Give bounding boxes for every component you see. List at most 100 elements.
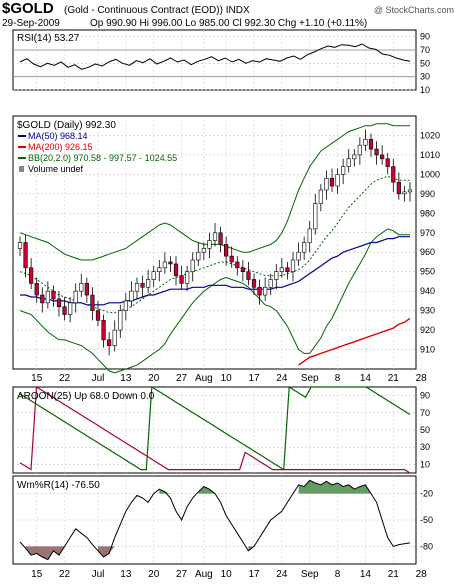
x-tick-label-24: 24 (276, 373, 288, 384)
x-tick-label-13: 13 (120, 569, 132, 580)
candle-down (51, 290, 56, 300)
x-tick-label-10: 10 (221, 569, 233, 580)
x-tick-label-17: 17 (248, 569, 260, 580)
candle-up (352, 154, 357, 160)
legend-volume: Volume undef (28, 164, 84, 174)
candle-down (374, 148, 379, 156)
price-tick-1000: 1000 (420, 169, 440, 179)
x-tick-label-8: 8 (335, 373, 341, 384)
rsi-tick-90: 90 (420, 32, 430, 42)
x-tick-label-13: 13 (120, 373, 132, 384)
williams-tick--50: -50 (420, 515, 433, 525)
candle-up (346, 158, 351, 167)
candle-up (118, 310, 123, 331)
candle-up (146, 279, 151, 288)
candle-down (140, 283, 145, 288)
candle-up (357, 144, 362, 156)
candle-up (363, 139, 368, 146)
aroon-tick-30: 30 (420, 442, 430, 452)
candle-down (251, 279, 257, 288)
williams-tick--20: -20 (420, 489, 433, 499)
price-tick-950: 950 (420, 267, 435, 277)
price-tick-940: 940 (420, 286, 435, 296)
rsi-layer: 90 70 50 30 10 (13, 30, 430, 95)
candle-up (335, 174, 340, 187)
legend-bb: BB(20,2.0) 970.58 - 997.57 - 1024.55 (28, 153, 177, 163)
candle-down (396, 181, 401, 195)
candle-down (285, 267, 290, 272)
price-tick-990: 990 (420, 189, 435, 199)
candle-down (179, 275, 184, 284)
candle-up (134, 283, 140, 292)
candle-up (79, 283, 84, 292)
candle-up (207, 240, 212, 249)
candle-up (318, 189, 323, 204)
rsi-tick-30: 30 (420, 72, 430, 82)
candle-up (324, 177, 329, 191)
x-tick-label-Aug: Aug (195, 569, 213, 580)
candle-down (229, 255, 234, 263)
candle-up (296, 251, 301, 261)
williams-tick--80: -80 (420, 541, 433, 551)
candle-up (190, 259, 195, 272)
candle-up (162, 261, 167, 269)
candle-down (23, 242, 28, 269)
candle-down (257, 286, 262, 296)
legend-ma200: MA(200) 926.15 (28, 142, 93, 152)
candle-down (95, 310, 101, 321)
aroon-tick-90: 90 (420, 391, 430, 401)
aroon-label: AROON(25) Up 68.0 Down 0.0 (17, 391, 155, 402)
price-tick-980: 980 (420, 208, 435, 218)
x-tick-label-Aug: Aug (195, 373, 213, 384)
candle-up (157, 267, 162, 272)
price-tick-960: 960 (420, 247, 435, 257)
williams-line (19, 479, 411, 561)
candle-down (246, 271, 251, 280)
x-tick-label-10: 10 (221, 373, 233, 384)
x-tick-label-Jul: Jul (92, 373, 105, 384)
candle-down (385, 158, 390, 167)
rsi-line (19, 43, 411, 70)
candle-down (368, 139, 374, 150)
candle-up (307, 228, 312, 243)
x-tick-label-28: 28 (416, 569, 428, 580)
price-layer: 1020 1010 1000 990 980 970 960 950 940 930 920 910 (13, 116, 440, 374)
candle-up (196, 251, 201, 261)
candle-up (302, 242, 307, 253)
candle-down (29, 267, 34, 284)
x-tick-label-24: 24 (276, 569, 288, 580)
ma200-line (298, 317, 411, 366)
candle-down (107, 339, 112, 346)
candle-down (173, 263, 179, 276)
x-tick-label-21: 21 (388, 373, 400, 384)
x-tick-label-27: 27 (176, 373, 188, 384)
aroon-tick-10: 10 (420, 459, 430, 469)
price-tick-970: 970 (420, 228, 435, 238)
price-tick-1020: 1020 (420, 130, 440, 140)
candle-up (112, 329, 117, 346)
candle-up (185, 271, 190, 284)
rsi-tick-50: 50 (420, 58, 430, 68)
candle-up (73, 290, 78, 304)
candle-down (391, 166, 396, 183)
candle-down (218, 232, 223, 245)
rsi-tick-10: 10 (420, 85, 430, 95)
candle-down (40, 294, 45, 304)
chart-quote: Op 990.90 Hi 996.00 Lo 985.00 Cl 992.30 … (90, 18, 367, 29)
rsi-tick-70: 70 (420, 45, 430, 55)
candle-down (235, 261, 240, 269)
candle-up (45, 290, 50, 304)
candle-up (279, 267, 284, 272)
candle-up (68, 302, 73, 315)
candle-down (240, 267, 245, 272)
chart-title: $GOLD (2, 0, 54, 17)
candle-up (268, 279, 273, 288)
x-tick-label-20: 20 (148, 569, 160, 580)
candle-up (17, 242, 23, 249)
chart-date: 29-Sep-2009 (2, 18, 60, 29)
candle-up (402, 191, 407, 195)
x-tick-label-Jul: Jul (92, 569, 105, 580)
x-tick-label-22: 22 (59, 373, 71, 384)
x-tick-label-20: 20 (148, 373, 160, 384)
candle-up (151, 271, 156, 280)
